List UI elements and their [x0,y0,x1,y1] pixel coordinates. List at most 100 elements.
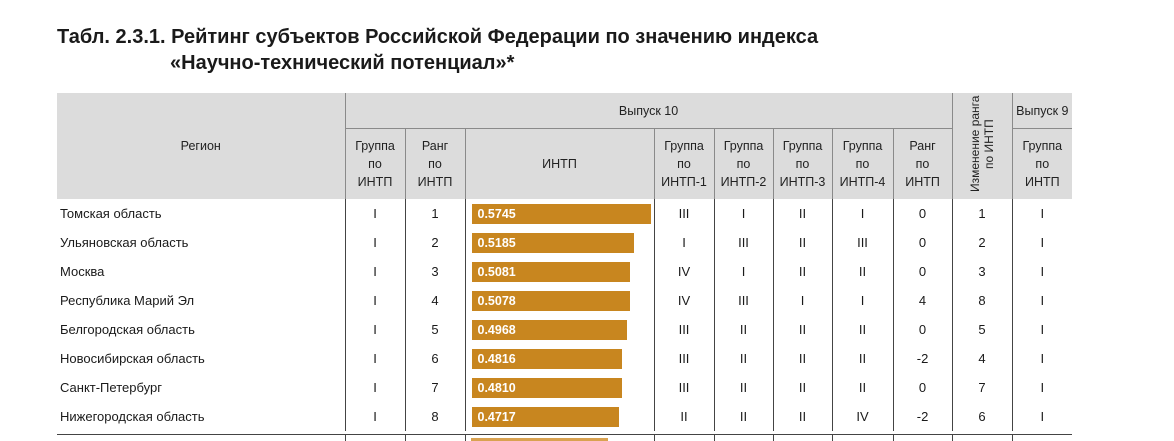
group-intp-4-cell: I [831,199,893,228]
table-caption: Табл. 2.3.1. Рейтинг субъектов Российско… [57,24,818,76]
group-intp-2-cell: II [713,344,773,373]
group-cell: I [344,315,405,344]
group-cell: I [344,344,405,373]
rank-9-cell: 5 [951,315,1013,344]
header-group-intp-2: Группа по ИНТП-2 [713,128,773,199]
group-intp-1-cell: IV [653,257,714,286]
group-intp-1-cell: III [653,315,714,344]
header-group-intp: Группа по ИНТП [344,128,405,199]
group-intp-2-cell: II [713,373,773,402]
table-row: Санкт-Петербург I 7 0.4810 III II II II 0 7 I [57,373,1073,402]
group-cell: I [344,228,405,257]
region-cell: Новосибирская область [60,351,205,366]
region-cell: Нижегородская область [60,409,205,424]
group-intp-4-cell: III [831,228,893,257]
region-cell: Томская область [60,206,162,221]
table-row: Новосибирская область I 6 0.4816 III II II II -2… [57,344,1073,373]
region-cell: Республика Марий Эл [60,293,195,308]
group-intp-4-cell: II [831,315,893,344]
group-9-cell: I [1011,286,1073,315]
rank-9-cell: 7 [951,373,1013,402]
group-9-cell: I [1011,228,1073,257]
intp-cell: 0.5078 [464,286,654,315]
group-intp-2-cell: II [713,315,773,344]
table-body: Томская область I 1 0.5745 III I II I 0 1 I Ульянов… [57,199,1073,431]
rank-cell: 1 [404,199,465,228]
header-group-intp-3: Группа по ИНТП-3 [772,128,832,199]
region-cell: Санкт-Петербург [60,380,162,395]
header-rank-change: Изменение ранга по ИНТП [951,93,1013,199]
header-release-9: Выпуск 9 [1011,93,1073,129]
rank-change-cell: -2 [892,344,953,373]
rank-cell: 7 [404,373,465,402]
intp-cell: 0.4717 [464,402,654,431]
intp-cell: 0.4810 [464,373,654,402]
table-row: Белгородская область I 5 0.4968 III II II II 0 5 I [57,315,1073,344]
header-region: Регион [57,93,345,199]
rank-change-cell: 0 [892,373,953,402]
group-9-cell: I [1011,344,1073,373]
rank-cell: 3 [404,257,465,286]
group-intp-4-cell: IV [831,402,893,431]
group-intp-3-cell: II [772,373,832,402]
group-intp-3-cell: II [772,402,832,431]
rank-9-cell: 4 [951,344,1013,373]
intp-cell: 0.5745 [464,199,654,228]
group-intp-2-cell: II [713,402,773,431]
group-cell: I [344,257,405,286]
group-cell: I [344,286,405,315]
caption-line-2: «Научно-технический потенциал»* [170,52,515,74]
table-row: Нижегородская область I 8 0.4717 II II II IV -2 6… [57,402,1073,431]
rank-change-cell: 0 [892,228,953,257]
region-cell: Ульяновская область [60,235,189,250]
intp-cell: 0.5081 [464,257,654,286]
rank-change-cell: -2 [892,402,953,431]
group-cell: I [344,402,405,431]
group-intp-1-cell: IV [653,286,714,315]
caption-line-1: Табл. 2.3.1. Рейтинг субъектов Российско… [57,26,819,48]
header-group-intp-9: Группа по ИНТП [1011,128,1073,199]
rank-9-cell: 1 [951,199,1013,228]
rank-change-cell: 0 [892,315,953,344]
group-intp-3-cell: II [772,315,832,344]
rank-cell: 6 [404,344,465,373]
rank-cell: 5 [404,315,465,344]
intp-bar: 0.5078 [471,290,630,311]
group-9-cell: I [1011,257,1073,286]
rank-change-cell: 0 [892,257,953,286]
intp-bar: 0.5745 [471,203,651,224]
table-row: Томская область I 1 0.5745 III I II I 0 1 I [57,199,1073,228]
header-intp: ИНТП [464,128,654,199]
group-intp-4-cell: I [831,286,893,315]
region-cell: Москва [60,264,105,279]
group-intp-1-cell: II [653,402,714,431]
group-intp-3-cell: II [772,257,832,286]
group-intp-2-cell: I [713,257,773,286]
rank-change-cell: 0 [892,199,953,228]
intp-bar: 0.5081 [471,261,630,282]
group-intp-4-cell: II [831,373,893,402]
rank-9-cell: 6 [951,402,1013,431]
intp-cell: 0.4816 [464,344,654,373]
intp-bar: 0.4810 [471,377,622,398]
table-row: Москва I 3 0.5081 IV I II II 0 3 I [57,257,1073,286]
group-intp-1-cell: I [653,228,714,257]
group-9-cell: I [1011,315,1073,344]
table-row: Республика Марий Эл I 4 0.5078 IV III I I 4 8 I [57,286,1073,315]
group-intp-1-cell: III [653,199,714,228]
rank-9-cell: 8 [951,286,1013,315]
group-intp-3-cell: II [772,228,832,257]
rank-9-cell: 3 [951,257,1013,286]
header-group-intp-4: Группа по ИНТП-4 [831,128,893,199]
rank-change-cell: 4 [892,286,953,315]
rank-cell: 8 [404,402,465,431]
group-intp-2-cell: III [713,286,773,315]
rating-table: Регион Выпуск 10 Изменение ранга по ИНТП… [57,93,1073,431]
group-intp-2-cell: III [713,228,773,257]
intp-cell: 0.4968 [464,315,654,344]
group-intp-3-cell: II [772,344,832,373]
intp-cell: 0.5185 [464,228,654,257]
intp-bar: 0.4717 [471,406,619,427]
group-intp-4-cell: II [831,344,893,373]
group-cell: I [344,199,405,228]
